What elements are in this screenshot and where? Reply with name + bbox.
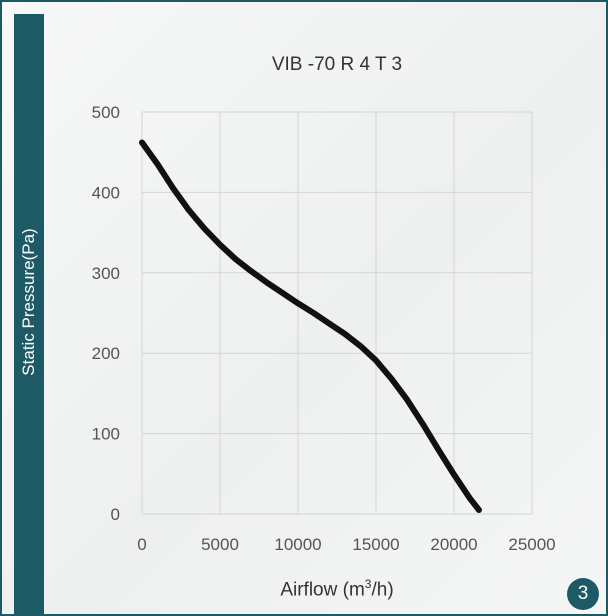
curve-point bbox=[420, 421, 426, 427]
curve-point bbox=[248, 268, 254, 274]
curve-point bbox=[279, 290, 285, 296]
y-tick-label: 0 bbox=[111, 505, 120, 524]
curve-point bbox=[186, 207, 192, 213]
curve-point bbox=[311, 310, 317, 316]
x-axis-label-end: /h) bbox=[371, 579, 394, 601]
curve-point bbox=[476, 507, 482, 513]
x-axis-label-main: Airflow (m bbox=[280, 579, 365, 601]
curve-point bbox=[155, 161, 161, 167]
curve-point bbox=[389, 376, 395, 382]
curve-point bbox=[139, 140, 145, 146]
x-axis-label: Airflow (m3/h) bbox=[142, 577, 532, 601]
curve-point bbox=[373, 357, 379, 363]
x-axis-label-sup: 3 bbox=[364, 577, 372, 591]
side-band bbox=[14, 14, 44, 614]
curve-point bbox=[217, 242, 223, 248]
curve-point bbox=[233, 256, 239, 262]
x-tick-label: 25000 bbox=[508, 535, 555, 554]
x-tick-label: 10000 bbox=[274, 535, 321, 554]
page-number-badge: 3 bbox=[567, 578, 599, 610]
curve-point bbox=[342, 331, 348, 337]
curve-point bbox=[295, 300, 301, 306]
curve-point bbox=[404, 397, 410, 403]
y-tick-label: 300 bbox=[92, 264, 120, 283]
curve-point bbox=[170, 185, 176, 191]
y-tick-label: 400 bbox=[92, 183, 120, 202]
y-tick-label: 500 bbox=[92, 103, 120, 122]
curve-point bbox=[264, 279, 270, 285]
y-tick-label: 200 bbox=[92, 344, 120, 363]
curve-point bbox=[326, 320, 332, 326]
x-tick-label: 20000 bbox=[430, 535, 477, 554]
chart-title: VIB -70 R 4 T 3 bbox=[271, 54, 403, 75]
curve-point bbox=[357, 343, 363, 349]
curve-point bbox=[467, 495, 473, 501]
curve-point bbox=[451, 472, 457, 478]
curve-point bbox=[435, 447, 441, 453]
fan-curve-line bbox=[139, 139, 482, 513]
x-tick-label: 5000 bbox=[201, 535, 239, 554]
x-tick-label: 15000 bbox=[352, 535, 399, 554]
y-tick-label: 100 bbox=[92, 425, 120, 444]
curve-point bbox=[201, 226, 207, 232]
x-tick-label: 0 bbox=[137, 535, 146, 554]
